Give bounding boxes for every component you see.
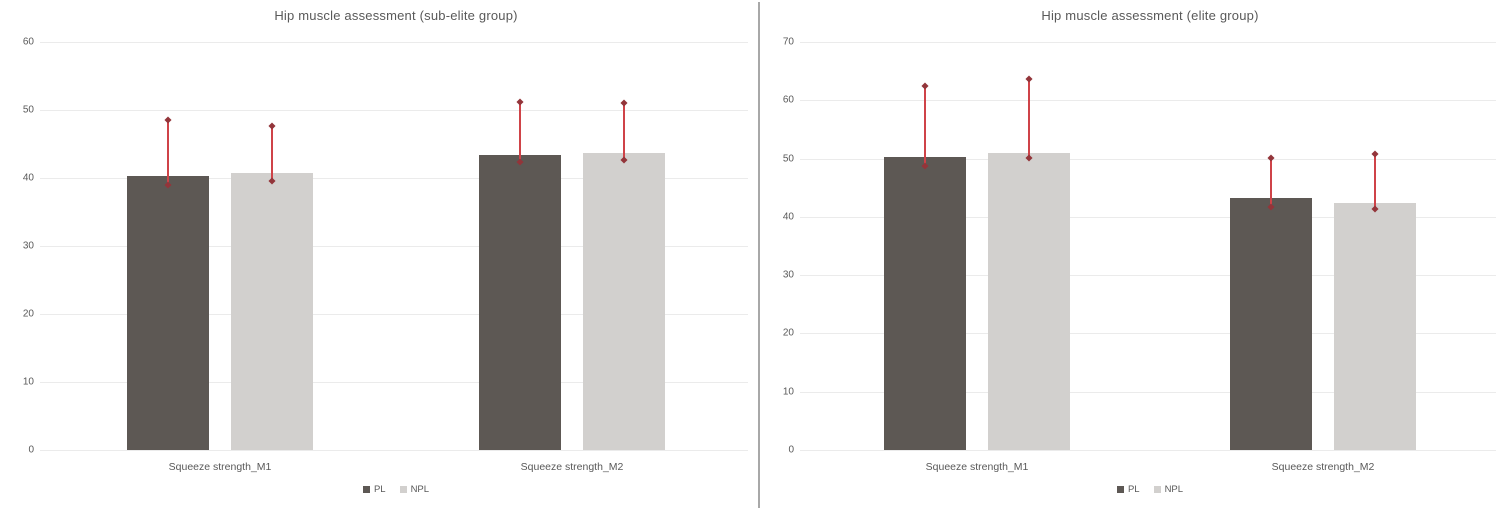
legend-swatch-npl — [399, 486, 407, 493]
chart-title: Hip muscle assessment (sub-elite group) — [274, 8, 518, 23]
bar-npl-squeeze-strength-m2 — [1334, 202, 1416, 450]
error-bar — [1270, 157, 1272, 207]
error-cap-top — [1267, 154, 1275, 162]
y-gridline — [800, 42, 1496, 43]
legend-label-npl: NPL — [410, 484, 430, 495]
bar-pl-squeeze-strength-m1 — [884, 157, 966, 450]
y-gridline — [800, 158, 1496, 160]
bar-npl-squeeze-strength-m1 — [231, 173, 313, 450]
error-cap-top — [164, 116, 172, 124]
y-tick-label: 40 — [782, 211, 794, 223]
y-tick-label: 60 — [22, 36, 34, 48]
y-tick-label: 50 — [22, 104, 34, 116]
panel-divider-line — [758, 2, 760, 508]
bar-npl-squeeze-strength-m1 — [988, 152, 1070, 450]
legend-item-npl: NPL — [1153, 484, 1184, 495]
error-bar — [167, 120, 169, 185]
legend-swatch-pl — [362, 486, 370, 493]
error-bar — [924, 85, 926, 167]
error-bar — [1374, 154, 1376, 209]
legend-swatch-npl — [1153, 486, 1161, 493]
error-bar — [623, 103, 625, 160]
bar-npl-squeeze-strength-m2 — [583, 152, 665, 450]
y-gridline — [40, 42, 748, 43]
legend-label-pl: PL — [1127, 484, 1140, 495]
bar-pl-squeeze-strength-m2 — [479, 154, 561, 450]
category-label: Squeeze strength_M1 — [168, 461, 272, 473]
chart-panel-elite: Hip muscle assessment (elite group) 0 10 2… — [760, 0, 1506, 509]
y-gridline — [40, 314, 748, 315]
y-gridline — [40, 178, 748, 179]
bar-pl-squeeze-strength-m1 — [127, 175, 209, 450]
legend-item-npl: NPL — [399, 484, 430, 495]
y-gridline — [800, 275, 1496, 277]
y-gridline — [40, 450, 748, 451]
y-gridline — [800, 216, 1496, 218]
y-gridline — [40, 382, 748, 383]
y-tick-label: 60 — [782, 94, 794, 106]
y-gridline — [40, 246, 748, 247]
legend-item-pl: PL — [1116, 484, 1140, 495]
y-tick-label: 20 — [782, 327, 794, 339]
error-cap-top — [921, 82, 929, 90]
category-label: Squeeze strength_M2 — [1271, 461, 1375, 473]
y-gridline — [800, 391, 1496, 393]
y-tick-label: 10 — [782, 386, 794, 398]
error-cap-top — [516, 98, 524, 106]
y-tick-label: 20 — [22, 308, 34, 320]
error-bar — [271, 126, 273, 181]
legend: PL NPL — [44, 484, 748, 495]
error-bar — [519, 101, 521, 162]
error-cap-top — [1371, 150, 1379, 159]
y-tick-label: 50 — [782, 153, 794, 165]
y-tick-label: 30 — [22, 240, 34, 252]
legend-label-pl: PL — [373, 484, 386, 495]
legend-label-npl: NPL — [1164, 484, 1184, 495]
legend: PL NPL — [804, 484, 1496, 495]
chart-panel-sub-elite: Hip muscle assessment (sub-elite group) … — [22, 8, 748, 495]
category-label: Squeeze strength_M1 — [925, 461, 1029, 473]
y-tick-label: 40 — [22, 172, 34, 184]
category-label: Squeeze strength_M2 — [520, 461, 624, 473]
error-cap-top — [620, 99, 628, 107]
legend-item-pl: PL — [362, 484, 386, 495]
bar-pl-squeeze-strength-m2 — [1230, 197, 1312, 450]
y-tick-label: 0 — [788, 444, 794, 456]
y-gridline — [800, 333, 1496, 335]
y-gridline — [40, 110, 748, 111]
y-gridline — [800, 450, 1496, 451]
error-bar — [1028, 79, 1030, 158]
error-cap-top — [1025, 75, 1033, 83]
y-tick-label: 70 — [782, 36, 794, 48]
y-tick-label: 30 — [782, 269, 794, 281]
error-cap-top — [268, 122, 276, 130]
y-tick-label: 10 — [22, 376, 34, 388]
chart-title: Hip muscle assessment (elite group) — [1041, 8, 1259, 23]
y-tick-label: 0 — [28, 444, 34, 456]
legend-swatch-pl — [1116, 486, 1124, 493]
y-gridline — [800, 100, 1496, 102]
